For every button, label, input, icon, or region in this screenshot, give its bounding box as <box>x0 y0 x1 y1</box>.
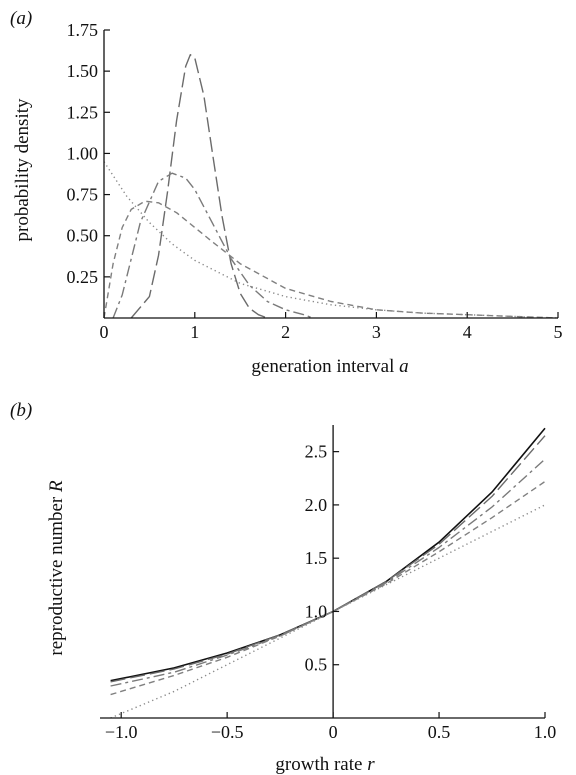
panel-a-y-tick-label: 0.50 <box>67 226 99 246</box>
panel-b-y-label: reproductive number <box>46 496 67 655</box>
panel-a-series-short-dash <box>103 200 559 319</box>
panel-b-series-dotted <box>110 504 546 719</box>
panel-b-series-long-dash <box>110 435 546 683</box>
panel-b-y-tick-label: 0.5 <box>305 655 328 675</box>
panel-a-series <box>103 54 559 319</box>
panel-b-x-tick-label: −1.0 <box>105 722 138 742</box>
panel-a-series-dash-dot <box>112 172 314 319</box>
panel-a-x-tick-label: 4 <box>463 322 472 342</box>
panel-a-y-tick-label: 0.25 <box>67 267 99 287</box>
panel-a-series-dotted <box>103 161 559 319</box>
panel-b-y-ticks: 0.5 1.0 1.5 2.0 2.5 <box>305 442 340 675</box>
panel-a-y-ticks: 0.25 0.50 0.75 1.00 1.25 1.50 1.75 <box>67 20 110 287</box>
panel-a-y-tick-label: 1.25 <box>67 102 99 122</box>
panel-a-y-tick-label: 1.50 <box>67 61 99 81</box>
panel-b: (b) −1.0 −0.5 0 0.5 1.0 0.5 1.0 1.5 2.0 2.5 grow… <box>10 400 556 775</box>
panel-b-x-variable: r <box>367 754 375 775</box>
panel-a-x-tick-label: 0 <box>100 322 109 342</box>
panel-a-y-label: probability density <box>12 98 33 242</box>
panel-b-series-dash-dot <box>110 458 546 687</box>
panel-b-series <box>110 427 546 719</box>
panel-a-x-variable: a <box>399 356 409 377</box>
panel-a-y-tick-label: 1.75 <box>67 20 99 40</box>
panel-b-x-ticks: −1.0 −0.5 0 0.5 1.0 <box>105 712 556 742</box>
panel-b-y-tick-label: 2.5 <box>305 442 328 462</box>
panel-b-series-short-dash <box>110 480 546 696</box>
panel-b-label: (b) <box>10 400 32 421</box>
panel-b-y-tick-label: 1.5 <box>305 548 328 568</box>
panel-a-x-tick-label: 1 <box>190 322 199 342</box>
panel-b-x-title: growth rate r <box>275 754 375 775</box>
panel-a-label: (a) <box>10 8 32 29</box>
panel-b-x-tick-label: 1.0 <box>534 722 557 742</box>
panel-b-y-variable: R <box>46 480 67 493</box>
panel-b-y-tick-label: 1.0 <box>305 601 328 621</box>
panel-b-x-tick-label: 0 <box>329 722 338 742</box>
panel-b-x-label: growth rate <box>275 754 362 775</box>
panel-a-x-ticks: 0 1 2 3 4 5 <box>100 312 563 342</box>
panel-a-series-long-dash <box>130 54 268 319</box>
panel-a-x-tick-label: 3 <box>372 322 381 342</box>
panel-a-x-tick-label: 2 <box>281 322 290 342</box>
panel-b-series-solid <box>110 427 546 682</box>
panel-a-x-label: generation interval <box>251 356 394 377</box>
panel-a-y-tick-label: 0.75 <box>67 185 99 205</box>
panel-b-y-tick-label: 2.0 <box>305 495 328 515</box>
panel-b-y-title: reproductive number R <box>46 480 67 656</box>
panel-b-x-tick-label: −0.5 <box>211 722 244 742</box>
panel-a-y-tick-label: 1.00 <box>67 143 99 163</box>
panel-b-x-tick-label: 0.5 <box>428 722 451 742</box>
panel-a-x-title: generation interval a <box>251 356 408 377</box>
panel-a-x-tick-label: 5 <box>554 322 563 342</box>
